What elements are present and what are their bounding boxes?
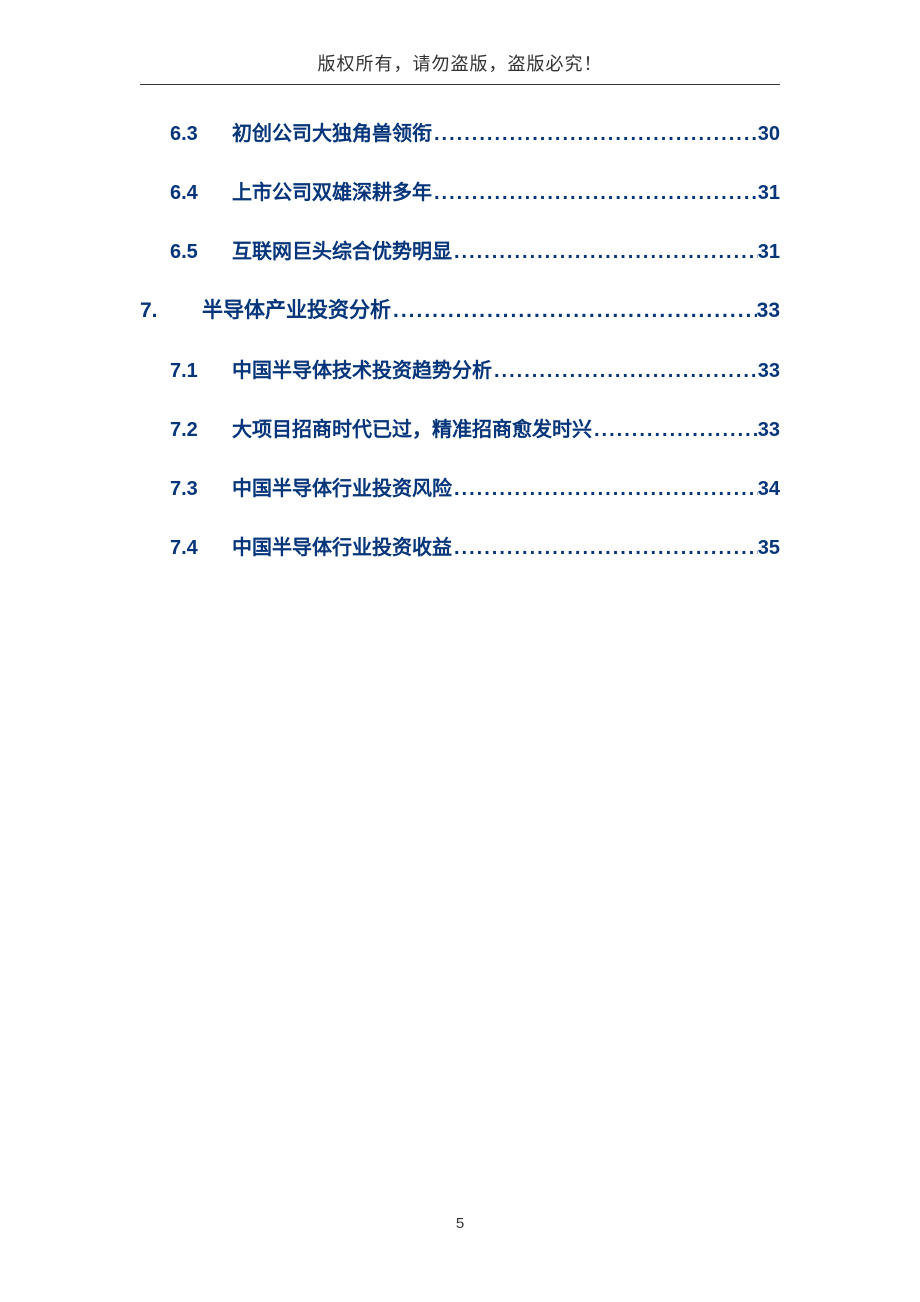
toc-entry-6-4[interactable]: 6.4 上市公司双雄深耕多年 31 [140, 176, 780, 205]
toc-dots [452, 537, 758, 560]
toc-number: 6.4 [170, 182, 210, 205]
page-header: 版权所有，请勿盗版，盗版必究！ [0, 0, 920, 76]
toc-number: 7.2 [170, 419, 210, 442]
toc-entry-6-5[interactable]: 6.5 互联网巨头综合优势明显 31 [140, 235, 780, 264]
toc-title: 大项目招商时代已过，精准招商愈发时兴 [232, 413, 592, 442]
toc-container: 6.3 初创公司大独角兽领衔 30 6.4 上市公司双雄深耕多年 31 6.5 … [0, 85, 920, 560]
toc-number: 6.5 [170, 241, 210, 264]
toc-entry-6-3[interactable]: 6.3 初创公司大独角兽领衔 30 [140, 117, 780, 146]
toc-number: 7. [140, 299, 180, 323]
toc-title: 中国半导体行业投资风险 [232, 472, 452, 501]
toc-page: 33 [758, 419, 780, 442]
toc-page: 35 [758, 537, 780, 560]
toc-page: 30 [758, 123, 780, 146]
toc-number: 6.3 [170, 123, 210, 146]
toc-number: 7.1 [170, 360, 210, 383]
toc-page: 31 [758, 241, 780, 264]
toc-entry-7-1[interactable]: 7.1 中国半导体技术投资趋势分析 33 [140, 354, 780, 383]
toc-title: 中国半导体技术投资趋势分析 [232, 354, 492, 383]
toc-dots [452, 478, 758, 501]
toc-dots [432, 182, 758, 205]
toc-dots [492, 360, 758, 383]
toc-entry-7-3[interactable]: 7.3 中国半导体行业投资风险 34 [140, 472, 780, 501]
toc-entry-7[interactable]: 7. 半导体产业投资分析 33 [140, 294, 780, 324]
toc-page: 31 [758, 182, 780, 205]
toc-page: 33 [757, 299, 780, 323]
toc-dots [592, 419, 758, 442]
toc-number: 7.3 [170, 478, 210, 501]
toc-title: 半导体产业投资分析 [202, 294, 391, 324]
toc-number: 7.4 [170, 537, 210, 560]
toc-title: 上市公司双雄深耕多年 [232, 176, 432, 205]
page-number: 5 [0, 1215, 920, 1232]
toc-title: 互联网巨头综合优势明显 [232, 235, 452, 264]
toc-page: 33 [758, 360, 780, 383]
toc-dots [432, 123, 758, 146]
toc-dots [391, 299, 757, 323]
copyright-text: 版权所有，请勿盗版，盗版必究！ [318, 54, 603, 74]
toc-title: 初创公司大独角兽领衔 [232, 117, 432, 146]
toc-entry-7-2[interactable]: 7.2 大项目招商时代已过，精准招商愈发时兴 33 [140, 413, 780, 442]
toc-entry-7-4[interactable]: 7.4 中国半导体行业投资收益 35 [140, 531, 780, 560]
toc-page: 34 [758, 478, 780, 501]
toc-title: 中国半导体行业投资收益 [232, 531, 452, 560]
page-number-text: 5 [456, 1215, 464, 1232]
toc-dots [452, 241, 758, 264]
